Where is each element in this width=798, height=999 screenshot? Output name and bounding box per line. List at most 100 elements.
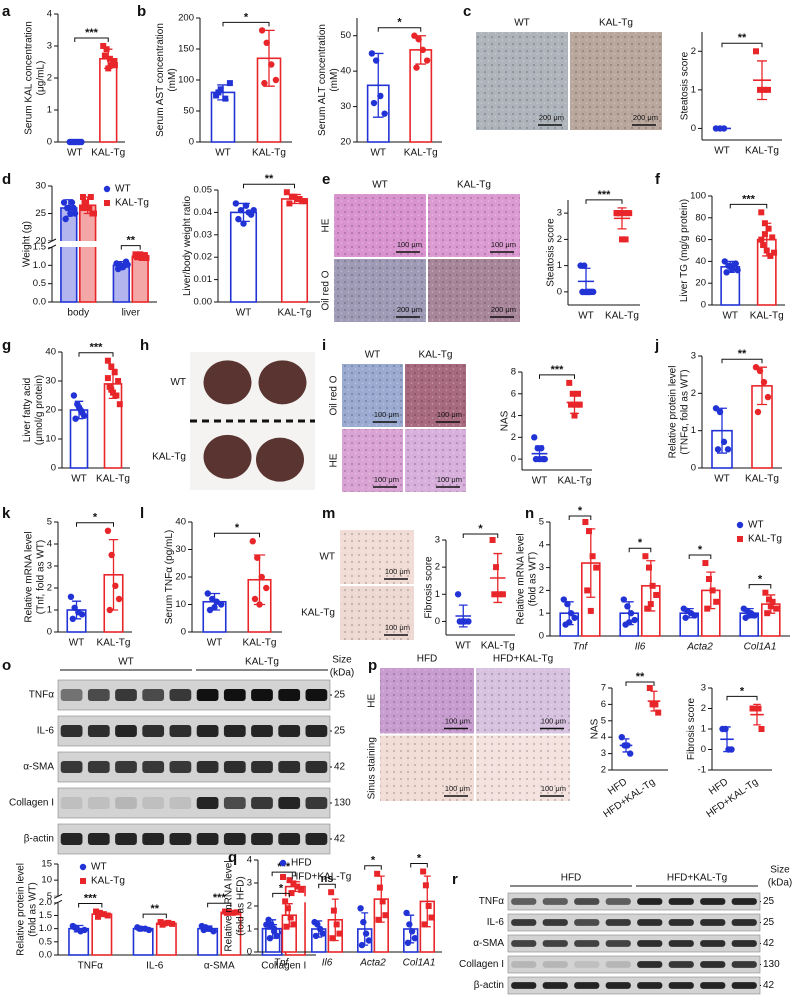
legend-label: KAL-Tg [115,198,149,209]
blot-band [668,940,694,947]
y-tick-label: 2 [539,585,544,596]
column-label: WT [514,18,530,29]
data-point [567,610,575,617]
panel-label: e [322,171,330,188]
y-axis-label: Serum KAL concentration [23,21,34,135]
data-point [404,939,412,946]
blot-band [60,761,83,773]
data-point [108,62,115,69]
blot-band [605,919,631,926]
data-point [720,438,728,446]
data-point [240,220,247,227]
y-tick-label: 0 [691,463,696,474]
significance-bracket [222,21,270,27]
data-point [68,199,76,206]
significance-label: *** [213,892,227,904]
y-tick-label: 4 [511,410,516,421]
data-point [115,378,122,384]
data-point [761,86,767,93]
data-point [496,591,503,598]
data-point [296,195,303,202]
significance-label: *** [90,342,104,354]
data-point [713,598,720,605]
data-point [758,209,765,216]
data-point [91,210,97,217]
data-point [773,605,780,612]
y-tick-label: 0 [51,463,56,474]
y-tick-label: 20 [45,405,56,416]
y-axis-label: (mM) [329,68,340,91]
blot-band [142,797,165,809]
x-tick-label: WT [578,311,594,322]
blot-band [637,919,663,926]
significance-label: * [478,523,483,535]
data-point [71,210,79,217]
y-tick-label: 1 [691,84,696,95]
y-tick-label: 0 [181,627,186,638]
panel-label: j [654,337,659,354]
bar [131,255,149,303]
x-tick-label: liver [122,308,141,319]
row-label: WT [319,552,335,563]
blot-band [605,898,631,905]
blot-label: TNFα [479,896,504,907]
data-point [104,527,112,534]
y-axis-label: (fold as HFD) [235,876,246,935]
data-point [372,57,380,64]
legend-label: KAL-Tg [748,534,782,545]
y-tick-label: 0.01 [194,274,213,285]
data-point [576,401,583,408]
data-point [771,249,778,256]
size-label: 25 [763,917,775,928]
blot-band [668,982,694,989]
significance-label: * [698,544,703,556]
significance-bracket [243,183,295,189]
x-tick-label: IL-6 [146,961,164,972]
blot-band [87,689,110,701]
data-point [71,924,78,931]
data-point [720,125,728,132]
y-tick-label: 3 [47,561,52,572]
data-point [454,591,462,598]
data-point [761,231,768,238]
data-point [568,401,574,408]
significance-bracket [78,352,114,357]
x-tick-label: KAL-Tg [605,311,639,322]
y-tick-label: 30 [35,181,46,192]
row-label: Sinus staining [367,737,378,799]
group-label: HFD+KAL-Tg [667,873,727,884]
data-point [421,921,428,928]
x-tick-label: α-SMA [204,961,235,972]
data-point [229,909,236,916]
y-axis-label: Serum ALT concentration [317,24,328,136]
y-tick-label: 3 [557,208,562,219]
data-point [622,236,629,243]
data-point [218,601,225,608]
blot-band [305,833,328,845]
data-point [587,607,594,614]
data-point [288,890,295,897]
significance-bracket [539,374,575,379]
y-axis-label: (fold as WT) [527,552,538,606]
x-tick-label: KAL-Tg [278,308,312,319]
data-point [105,65,112,72]
data-point [108,551,115,559]
y-axis-label: Fibrosis score [686,697,697,760]
data-point [87,194,94,200]
y-tick-label: 25 [35,208,46,219]
data-point [284,905,291,912]
data-point [106,606,114,614]
data-point [617,210,624,217]
blot-band [278,833,301,845]
significance-bracket [462,533,499,538]
data-point [143,255,150,261]
data-point [165,919,172,926]
data-point [360,918,367,926]
data-point [702,560,709,567]
data-point [104,375,111,382]
y-tick-label: 0.5 [33,278,46,289]
data-point [769,598,776,605]
y-axis-label: Relative protein level [667,366,678,459]
y-tick-label: 5 [539,517,544,528]
data-point [263,584,270,592]
